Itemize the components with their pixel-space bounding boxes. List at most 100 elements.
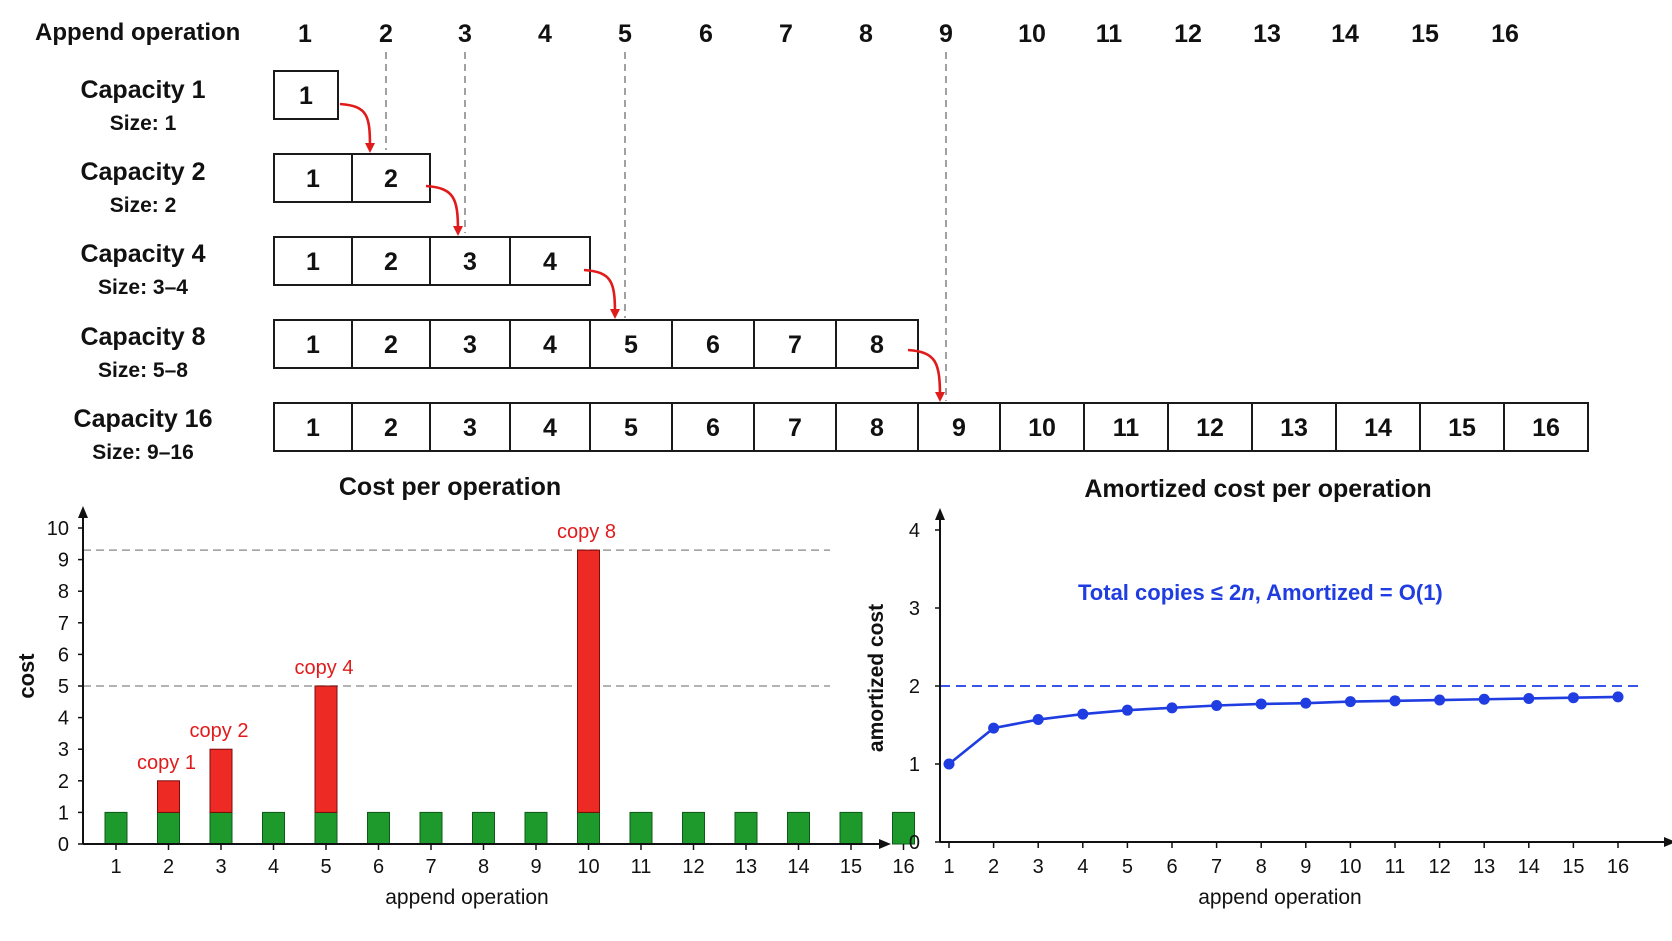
array-cell-value: 1 xyxy=(306,248,320,276)
operation-number: 9 xyxy=(939,20,953,48)
amortized-x-tick-label: 11 xyxy=(1385,856,1406,878)
array-cell xyxy=(671,319,755,369)
resize-arrow xyxy=(907,348,945,402)
array-cell xyxy=(753,402,837,452)
operation-number: 10 xyxy=(1018,20,1046,48)
amortized-point xyxy=(1166,702,1178,714)
cost-y-tick-label: 4 xyxy=(58,708,69,730)
array-row-capacity-1: Capacity 1 Size: 1 1 xyxy=(80,70,339,135)
cost-bar-base xyxy=(787,811,810,845)
amortized-series xyxy=(943,691,1624,770)
cost-annotations: copy 1 copy 2 copy 4 copy 8 xyxy=(137,521,616,774)
array-cell xyxy=(273,402,353,452)
resize-arrows xyxy=(339,102,945,402)
array-cell xyxy=(753,319,837,369)
array-cell-value: 15 xyxy=(1448,414,1476,442)
amortized-x-tick-label: 10 xyxy=(1339,856,1361,878)
amortized-point xyxy=(1523,692,1535,704)
array-cell-value: 4 xyxy=(543,331,557,359)
array-cell-value: 3 xyxy=(463,414,477,442)
capacity-label: Capacity 2 xyxy=(80,158,205,186)
cost-bar-base xyxy=(314,811,338,845)
resize-guide-lines xyxy=(385,52,947,401)
cost-chart-title: Cost per operation xyxy=(339,473,561,501)
amortized-x-tick-label: 9 xyxy=(1300,856,1311,878)
cost-chart-xlabel: append operation xyxy=(385,886,548,909)
amortized-chart-ylabel: amortized cost xyxy=(865,604,888,752)
operation-number: 15 xyxy=(1411,20,1439,48)
array-cell-value: 12 xyxy=(1196,414,1224,442)
array-cell xyxy=(351,319,431,369)
array-cell-value: 3 xyxy=(463,248,477,276)
amortized-point xyxy=(943,758,955,770)
amortized-x-tick-label: 15 xyxy=(1562,856,1584,878)
array-cell xyxy=(351,402,431,452)
cost-bar-base xyxy=(367,811,390,845)
array-cell xyxy=(671,402,755,452)
amortized-x-tick-label: 1 xyxy=(943,856,954,878)
array-cell xyxy=(351,236,431,286)
array-cell-value: 16 xyxy=(1532,414,1560,442)
cost-y-tick-label: 7 xyxy=(58,613,69,635)
array-cell xyxy=(835,402,919,452)
cost-x-tick-label: 16 xyxy=(892,856,914,878)
cost-x-tick-label: 6 xyxy=(373,856,384,878)
array-cell-value: 4 xyxy=(543,414,557,442)
amortized-point xyxy=(1567,692,1579,704)
operation-number: 3 xyxy=(458,20,472,48)
array-cell-value: 3 xyxy=(463,331,477,359)
array-cell xyxy=(1419,402,1505,452)
cost-y-tick-label: 3 xyxy=(58,739,69,761)
operation-number: 1 xyxy=(298,20,312,48)
resize-arrow xyxy=(425,184,463,236)
size-label: Size: 2 xyxy=(110,194,177,217)
size-label: Size: 1 xyxy=(110,112,177,135)
amortized-x-tick-label: 12 xyxy=(1428,856,1450,878)
array-row-capacity-8: Capacity 8 Size: 5–8 1 2 3 4 5 6 7 8 xyxy=(80,319,919,382)
array-cell xyxy=(917,402,1001,452)
array-cell xyxy=(273,236,353,286)
amortized-x-tick-label: 14 xyxy=(1518,856,1540,878)
cost-x-tick-label: 15 xyxy=(840,856,862,878)
cost-x-tick-label: 11 xyxy=(631,856,652,878)
amortized-x-tick-label: 16 xyxy=(1607,856,1629,878)
cost-bar-base xyxy=(682,811,705,845)
operation-number: 16 xyxy=(1491,20,1519,48)
array-cell xyxy=(1083,402,1169,452)
cost-x-tick-label: 12 xyxy=(682,856,704,878)
array-cell xyxy=(835,319,919,369)
amortized-point xyxy=(1032,714,1044,726)
copy-annotation: copy 1 xyxy=(137,752,196,774)
cost-x-tick-label: 7 xyxy=(425,856,436,878)
amortized-cost-chart: Amortized cost per operation append oper… xyxy=(865,475,1672,909)
array-cell-value: 9 xyxy=(952,414,966,442)
array-cell-value: 2 xyxy=(384,165,398,193)
array-cell xyxy=(429,402,511,452)
array-cell xyxy=(509,319,591,369)
amortized-x-tick-label: 8 xyxy=(1256,856,1267,878)
array-cell-value: 7 xyxy=(788,414,802,442)
amortized-line xyxy=(948,695,1619,766)
amortized-y-tick-label: 2 xyxy=(909,676,920,698)
array-cell-value: 13 xyxy=(1280,414,1308,442)
array-cell-value: 8 xyxy=(870,414,884,442)
cost-bar-base xyxy=(524,811,548,845)
cost-bar-base xyxy=(262,811,285,845)
cost-chart-ylabel: cost xyxy=(14,653,39,699)
operation-number: 5 xyxy=(618,20,632,48)
amortized-x-tick-label: 2 xyxy=(988,856,999,878)
operation-number: 4 xyxy=(538,20,552,48)
amortized-note-suffix: , Amortized = O(1) xyxy=(1255,580,1443,605)
cost-bar-copy xyxy=(314,685,338,813)
cost-y-tick-label: 9 xyxy=(58,550,69,572)
cost-x-tick-label: 4 xyxy=(268,856,279,878)
operation-number: 2 xyxy=(379,20,393,48)
cost-bar-base xyxy=(472,811,495,845)
cost-x-tick-label: 5 xyxy=(320,856,331,878)
capacity-label: Capacity 16 xyxy=(74,405,213,433)
amortized-point xyxy=(1211,700,1223,711)
amortized-point xyxy=(1255,698,1267,710)
